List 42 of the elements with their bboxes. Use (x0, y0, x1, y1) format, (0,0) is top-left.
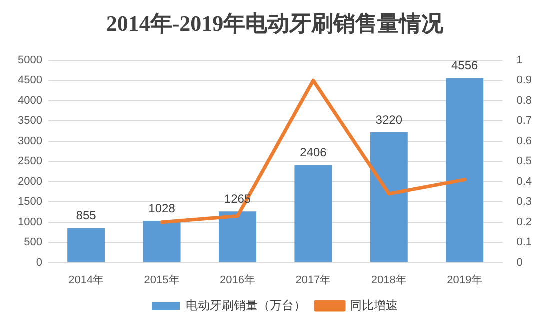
y2-tick-label: 1 (516, 54, 523, 66)
data-label: 3220 (376, 112, 403, 127)
data-label: 855 (76, 208, 97, 222)
chart-title: 2014年-2019年电动牙刷销售量情况 (106, 10, 445, 36)
y-tick-label: 5000 (18, 54, 42, 66)
x-tick-label: 2019年 (447, 274, 483, 286)
y-tick-label: 3500 (18, 115, 42, 128)
bar (446, 78, 484, 262)
y2-tick-label: 0 (516, 256, 523, 269)
y-tick-label: 1000 (18, 216, 42, 228)
y-tick-label: 4000 (18, 94, 42, 107)
y2-tick-label: 0.8 (516, 94, 532, 107)
legend-label: 电动牙刷销量（万台） (186, 298, 306, 312)
y-tick-label: 3000 (18, 135, 42, 148)
y-tick-label: 2000 (18, 176, 42, 188)
bar (68, 228, 106, 262)
x-tick-label: 2016年 (220, 274, 256, 286)
x-tick-label: 2017年 (296, 274, 332, 286)
y2-tick-label: 0.1 (516, 236, 532, 249)
y-tick-label: 500 (24, 236, 42, 249)
x-tick-label: 2018年 (371, 274, 407, 286)
bar (370, 132, 408, 262)
data-label: 2406 (300, 146, 328, 160)
bar (219, 212, 256, 262)
y2-tick-label: 0.2 (516, 216, 532, 228)
bar (294, 165, 332, 262)
y2-tick-label: 0.5 (516, 156, 532, 168)
legend-label: 同比增速 (350, 298, 398, 312)
y2-tick-label: 0.7 (516, 115, 532, 128)
x-tick-label: 2014年 (68, 274, 104, 286)
data-label: 4556 (452, 58, 479, 73)
y-tick-label: 2500 (18, 156, 42, 168)
y2-tick-label: 0.6 (516, 135, 532, 148)
y2-tick-label: 0.9 (516, 74, 532, 87)
y-tick-label: 4500 (18, 74, 42, 87)
x-tick-label: 2015年 (144, 274, 180, 286)
bar (143, 221, 181, 262)
y2-tick-label: 0.3 (516, 196, 532, 208)
y2-tick-label: 0.4 (516, 176, 532, 188)
data-label: 1028 (148, 202, 176, 216)
y-tick-label: 1500 (18, 196, 42, 208)
y-tick-label: 0 (36, 256, 42, 269)
